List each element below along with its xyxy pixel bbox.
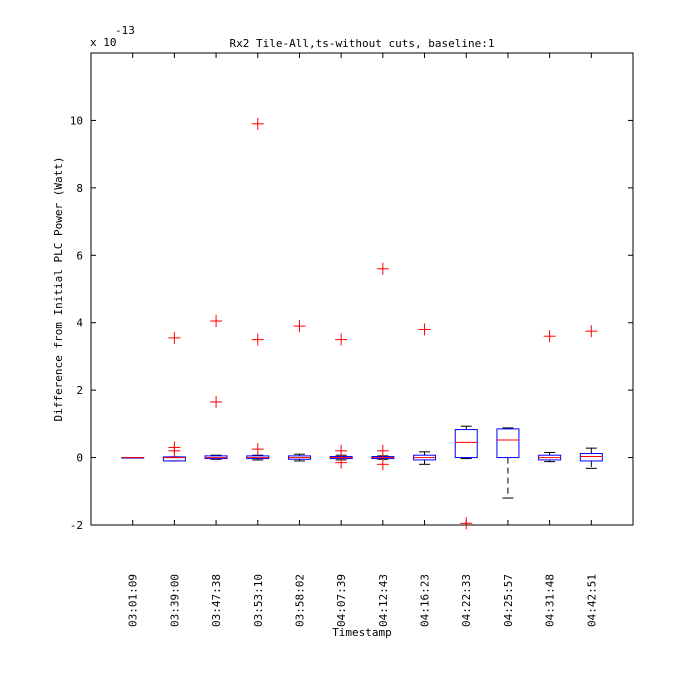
outlier-marker: [293, 320, 306, 333]
x-tick-label: 03:39:00: [168, 574, 181, 627]
outlier-marker: [251, 117, 264, 130]
x-tick-label: 04:16:23: [419, 574, 432, 627]
y-tick-label: 6: [76, 249, 83, 262]
outlier-marker: [168, 441, 181, 454]
plot-marks: -2 0 2 4 6 8 10 03:01:09 03:39:00 03:47:38 03:53:1…: [70, 53, 633, 627]
x-tick-label: 04:31:48: [544, 574, 557, 627]
x-tick-label: 03:47:38: [210, 574, 223, 627]
x-tick-label: 04:07:39: [335, 574, 348, 627]
x-tick-label: 03:53:10: [252, 574, 265, 627]
outlier-marker: [168, 331, 181, 344]
y-tick-label: 0: [76, 452, 83, 465]
y-tick-label: 8: [76, 182, 83, 195]
outlier-marker: [460, 517, 473, 530]
box-04-25-57: [496, 427, 520, 499]
y-tick-label: 10: [70, 114, 83, 127]
x-axis-label: Timestamp: [332, 626, 392, 639]
outlier-marker: [543, 330, 556, 343]
iqr-box: [496, 428, 520, 459]
plot-area-frame: [90, 52, 634, 526]
x-tick-label: 03:01:09: [127, 574, 140, 627]
outlier-marker: [376, 262, 389, 275]
outlier-marker: [335, 444, 348, 457]
box-03-58-02: [287, 320, 311, 462]
y-tick-label: -2: [70, 519, 83, 532]
box-04-31-48: [538, 330, 562, 463]
outlier-marker: [418, 323, 431, 336]
outlier-marker: [210, 315, 223, 328]
iqr-box: [454, 429, 478, 459]
box-04-16-23: [413, 323, 437, 465]
y-tick-label: 4: [76, 317, 83, 330]
outlier-marker: [335, 456, 348, 469]
box-03-53-10: [246, 117, 270, 461]
outlier-marker: [376, 458, 389, 471]
x-tick-label: 03:58:02: [293, 574, 306, 627]
box-03-47-38: [204, 315, 228, 460]
outlier-marker: [251, 443, 264, 456]
outlier-marker: [376, 444, 389, 457]
box-04-42-51: [579, 325, 603, 469]
outlier-marker: [210, 395, 223, 408]
chart-title: Rx2 Tile-All,ts-without cuts, baseline:1: [230, 37, 495, 50]
box-04-07-39: [329, 333, 353, 469]
outlier-marker: [585, 325, 598, 338]
iqr-box: [162, 456, 186, 462]
y-tick-label: 2: [76, 384, 83, 397]
x-tick-label: 04:42:51: [585, 574, 598, 627]
y-axis-label: Difference from Initial PLC Power (Watt): [52, 157, 65, 422]
outlier-marker: [251, 333, 264, 346]
box-04-12-43: [371, 262, 395, 471]
box-04-22-33: [454, 425, 478, 530]
box-03-39-00: [162, 331, 186, 462]
box-03-01-09: [121, 457, 145, 459]
y-multiplier-exponent: -13: [115, 24, 135, 37]
y-multiplier-base: x 10: [90, 36, 117, 49]
iqr-box: [579, 453, 603, 462]
x-tick-label: 04:25:57: [502, 574, 515, 627]
x-tick-label: 04:12:43: [377, 574, 390, 627]
x-tick-label: 04:22:33: [460, 574, 473, 627]
outlier-marker: [335, 333, 348, 346]
